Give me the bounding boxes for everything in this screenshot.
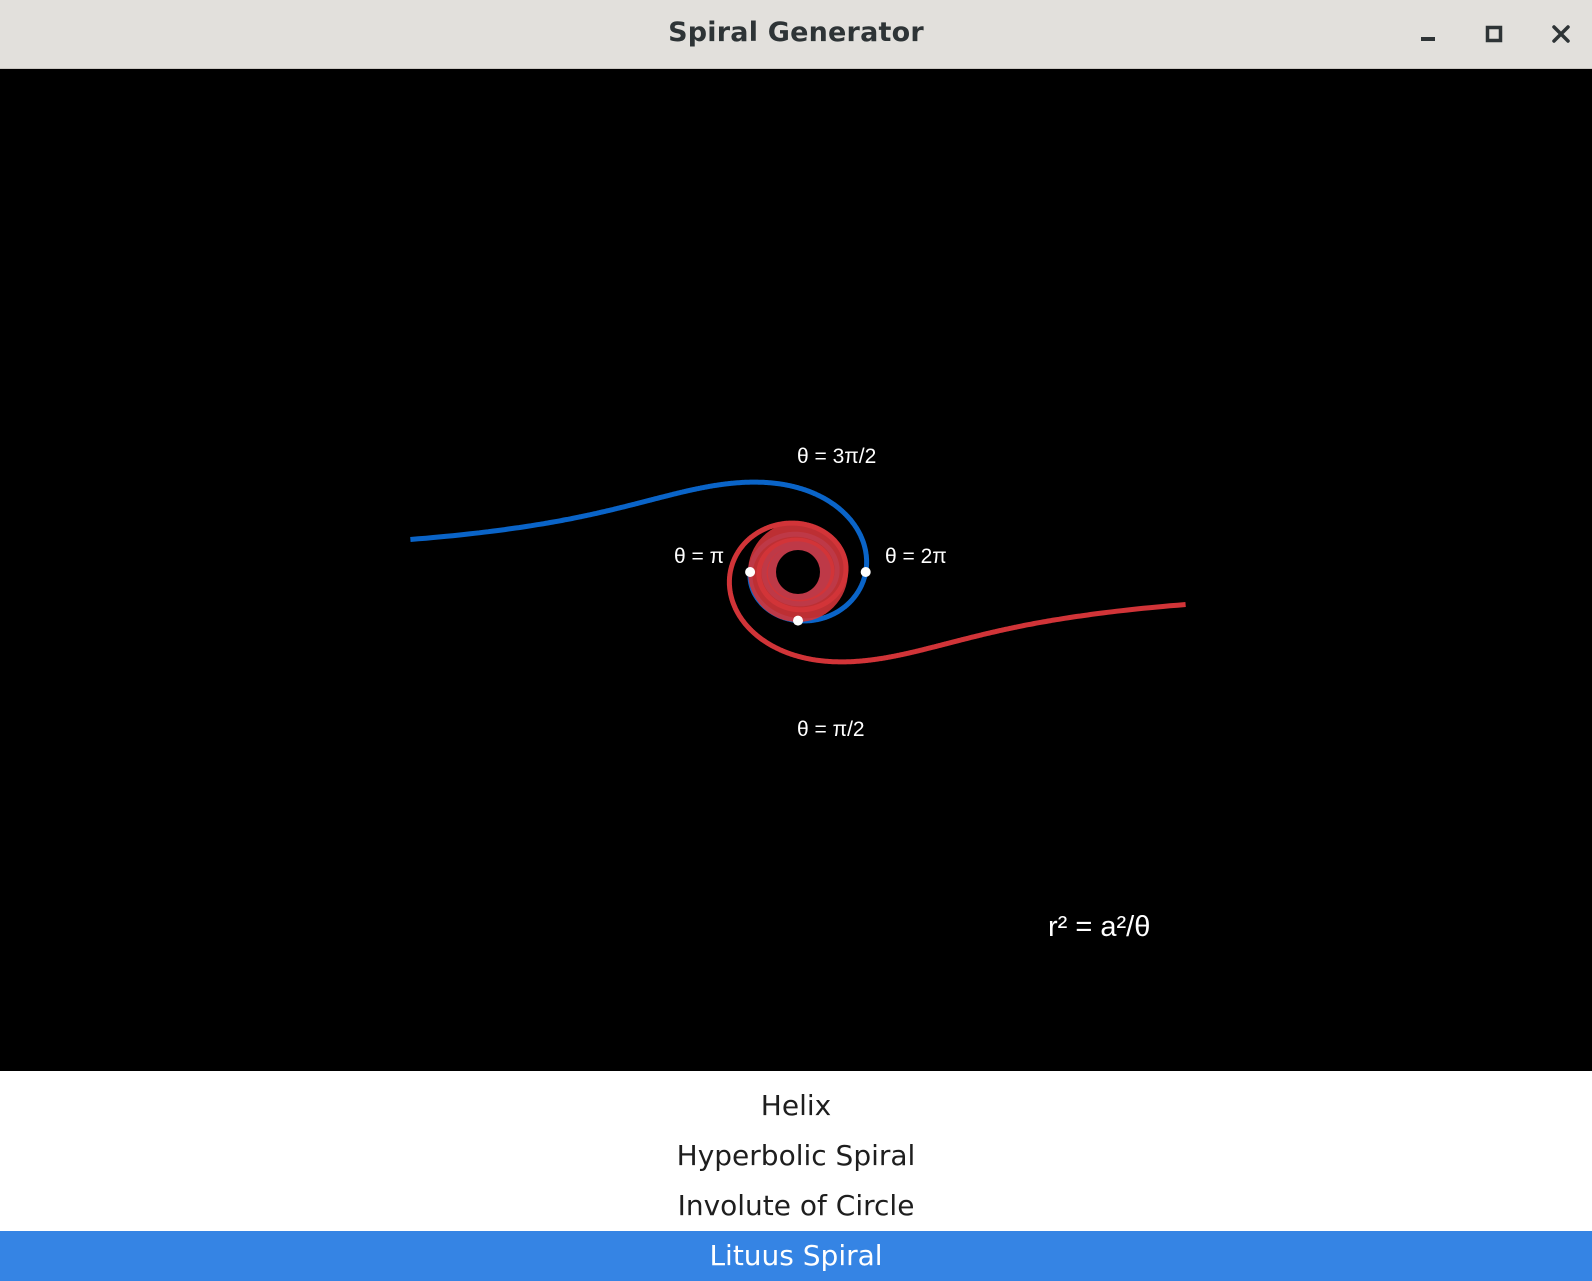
angle-label-three-half-pi: θ = 3π/2 [797, 445, 876, 468]
maximize-button[interactable] [1472, 12, 1516, 56]
maximize-icon [1484, 24, 1504, 44]
angle-label-pi: θ = π [674, 545, 724, 568]
angle-label-two-pi: θ = 2π [885, 545, 947, 568]
minimize-icon [1418, 24, 1438, 44]
list-item-involute-of-circle[interactable]: Involute of Circle [677, 1189, 915, 1222]
list-item-hyperbolic-spiral[interactable]: Hyperbolic Spiral [676, 1139, 916, 1172]
close-icon [1551, 24, 1571, 44]
angle-label-half-pi: θ = π/2 [797, 718, 865, 741]
formula-label: r² = a²/θ [1048, 911, 1150, 943]
list-item-lituus-spiral[interactable]: Lituus Spiral [0, 1231, 1592, 1281]
close-button[interactable] [1539, 12, 1583, 56]
marker-pi [860, 567, 871, 577]
spiral-center [776, 550, 820, 594]
marker-three-half-pi [793, 615, 803, 626]
spiral-canvas[interactable]: θ = 3π/2 θ = π θ = 2π θ = π/2 r² = a²/θ [0, 69, 1592, 1071]
spiral-list[interactable]: Helix Hyperbolic Spiral Involute of Circ… [0, 1071, 1592, 1281]
title-bar[interactable]: Spiral Generator [0, 0, 1592, 69]
minimize-button[interactable] [1406, 12, 1450, 56]
marker-two-pi [745, 567, 756, 577]
spiral-plot: θ = 3π/2 θ = π θ = 2π θ = π/2 r² = a²/θ [410, 445, 1186, 943]
list-item-helix[interactable]: Helix [760, 1089, 832, 1122]
window-title: Spiral Generator [668, 17, 924, 48]
